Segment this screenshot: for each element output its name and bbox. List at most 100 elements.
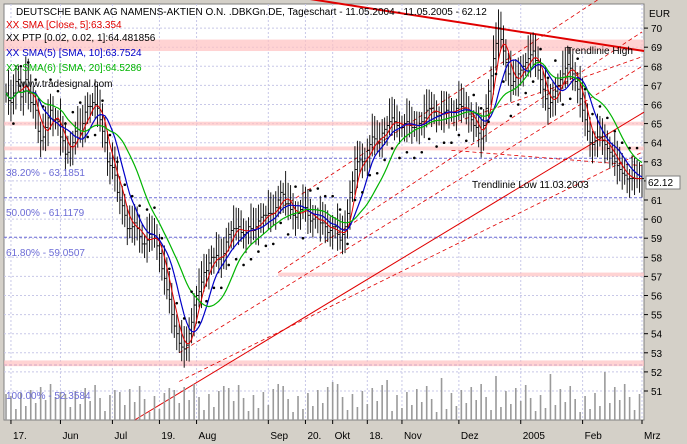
volume-bar (317, 390, 319, 420)
psar-dot (427, 137, 431, 141)
volume-bar (5, 394, 7, 420)
psar-dot (613, 129, 617, 133)
psar-dot (160, 236, 164, 240)
psar-dot (346, 242, 349, 246)
support-band (4, 360, 644, 367)
volume-bar (430, 399, 433, 420)
support-band (4, 39, 644, 52)
volume-bar (227, 388, 230, 420)
volume-bar (529, 398, 532, 420)
volume-bar (94, 385, 96, 420)
psar-dot (398, 156, 401, 160)
psar-dot (64, 122, 67, 125)
volume-bar (203, 410, 205, 420)
trendline-low-label: Trendlinie Low 11.03.2003 (472, 180, 589, 191)
psar-dot (123, 183, 127, 187)
psar-dot (524, 91, 527, 95)
volume-bar (391, 411, 393, 420)
volume-bar (495, 376, 497, 420)
volume-bar (292, 412, 294, 420)
psar-dot (49, 78, 52, 81)
psar-dot (591, 112, 594, 116)
volume-bar (455, 406, 458, 420)
volume-bar (440, 378, 443, 420)
psar-dot (450, 141, 453, 144)
volume-bar (534, 411, 537, 420)
y-tick-label: 70 (651, 24, 663, 35)
x-axis: 17. Jun Jul 19. Aug Sep 20. Okt 18. Nov Dez 2005 Feb… (10, 420, 661, 442)
volume-bar (465, 403, 468, 420)
trendline-high-label: Trendlinie High (566, 46, 633, 57)
volume-bar (549, 374, 552, 420)
x-tick-label: Okt (335, 431, 351, 442)
psar-dot (153, 206, 156, 209)
volume-bar (604, 372, 606, 420)
psar-dot (93, 133, 97, 137)
volume-bar (544, 408, 547, 420)
volume-bar (20, 393, 22, 420)
psar-dot (19, 65, 23, 68)
volume-bar (594, 393, 596, 420)
volume-bar (133, 402, 136, 420)
volume-bar (613, 387, 616, 420)
psar-dot (606, 116, 609, 120)
volume-bar (470, 387, 473, 420)
volume-bar (74, 391, 77, 420)
x-tick-label: 2005 (523, 431, 546, 442)
volume-bar (183, 387, 185, 420)
psar-dot (41, 105, 45, 108)
trendline-high (309, 0, 645, 53)
volume-bar (396, 395, 398, 420)
x-tick-label: 20. (307, 431, 321, 442)
volume-bar (411, 405, 413, 420)
legend-sma-close: XX SMA [Close, 5]:63.354 (6, 20, 122, 31)
y-tick-label: 67 (651, 81, 663, 92)
volume-bar (267, 405, 270, 420)
support-band (4, 121, 644, 126)
psar-dot (145, 208, 149, 211)
psar-dot (576, 57, 579, 60)
volume-bar (475, 400, 477, 420)
volume-bar (218, 391, 220, 420)
trend-channel-dashed (277, 31, 643, 273)
psar-dot (205, 299, 208, 303)
psar-dot (294, 185, 297, 188)
psar-dot (264, 244, 268, 248)
parabolic-sar (12, 47, 639, 324)
y-tick-label: 60 (651, 215, 663, 226)
psar-dot (554, 59, 557, 62)
volume-bar (34, 403, 37, 420)
volume-bar (208, 394, 210, 420)
support-band (278, 272, 644, 277)
volume-bar (188, 400, 190, 420)
psar-dot (331, 194, 334, 198)
y-tick-label: 54 (651, 330, 663, 341)
trend-channel (134, 0, 645, 421)
y-tick-label: 68 (651, 62, 663, 73)
volume-bar (59, 392, 62, 420)
volume-bar (450, 393, 453, 420)
volume-bar (559, 389, 562, 420)
legend-sma-20: XX SMA(6) [SMA, 20]:64.5286 (6, 63, 142, 74)
last-price-box (645, 175, 681, 190)
y-tick-label: 56 (651, 292, 663, 303)
fib-label-38: 38.20% - 63.1851 (6, 168, 85, 179)
volume-bar (173, 390, 176, 420)
volume-bar (633, 410, 636, 420)
volume-bar (29, 390, 32, 420)
volume-bar (128, 389, 131, 420)
volume-bar (401, 408, 403, 420)
volume-bar (628, 397, 631, 420)
volume-bar (242, 398, 245, 420)
volume-bar (49, 384, 52, 420)
x-tick-label: 19. (161, 431, 175, 442)
y-tick-label: 55 (651, 311, 663, 322)
psar-dot (361, 191, 364, 194)
volume-bar (460, 390, 463, 420)
volume-bar (445, 409, 448, 420)
psar-dot (375, 171, 379, 175)
chart-title: DEUTSCHE BANK AG NAMENS-AKTIEN O.N. .DBK… (16, 7, 487, 18)
psar-dot (175, 301, 179, 305)
volume-bar (376, 401, 379, 420)
